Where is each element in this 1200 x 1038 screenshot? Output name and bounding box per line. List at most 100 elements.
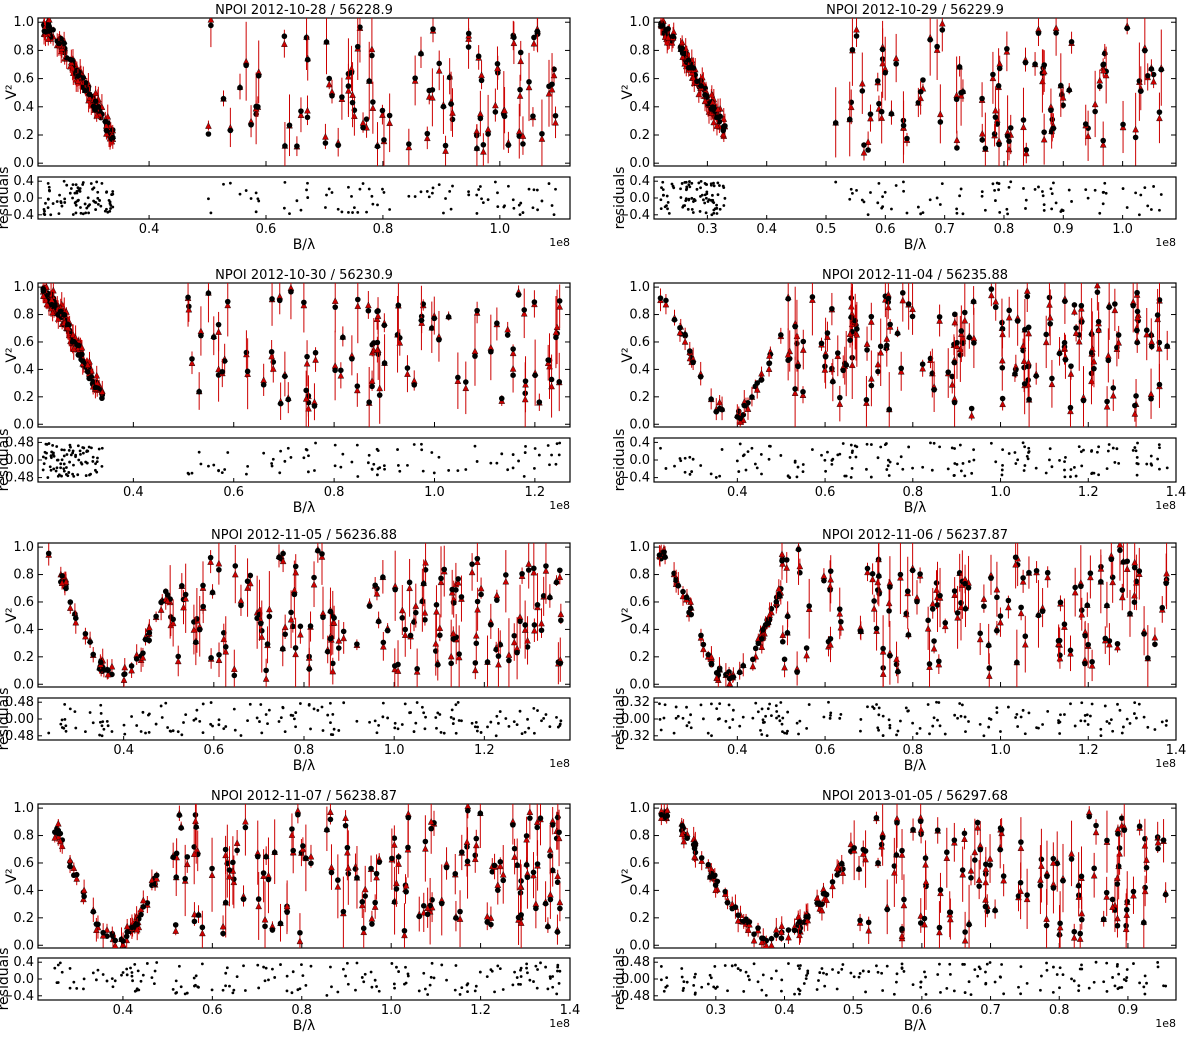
residual-point <box>1059 713 1062 717</box>
data-point <box>1018 604 1024 611</box>
residual-point <box>69 445 72 449</box>
residual-point <box>688 185 692 189</box>
residual-point <box>111 205 115 209</box>
residual-point <box>926 703 930 706</box>
data-point <box>754 380 761 386</box>
residual-point <box>422 711 426 715</box>
data-point <box>395 661 401 668</box>
data-point <box>500 877 507 884</box>
residual-point <box>756 710 760 714</box>
residual-point <box>1006 212 1009 216</box>
data-point <box>806 603 812 609</box>
residual-point <box>1099 734 1103 737</box>
residual-point <box>702 198 705 202</box>
y-axis-label: V² <box>4 607 20 622</box>
data-point <box>1012 371 1018 377</box>
data-point <box>734 414 741 420</box>
data-point <box>755 640 762 647</box>
data-point <box>531 299 538 305</box>
residual-point <box>255 716 259 720</box>
residual-point <box>885 468 889 471</box>
residual-point <box>57 473 61 477</box>
data-point <box>315 547 321 554</box>
model-point <box>509 365 517 372</box>
data-point <box>792 323 798 330</box>
data-point <box>474 598 481 605</box>
data-point <box>406 579 413 586</box>
model-point <box>66 604 74 611</box>
data-point <box>829 305 835 312</box>
model-point <box>992 297 1000 305</box>
data-point <box>1061 621 1068 628</box>
data-point <box>1026 569 1032 576</box>
data-point <box>784 613 791 620</box>
residual-point <box>1153 728 1157 731</box>
residual-point <box>377 724 381 727</box>
data-point <box>1078 302 1085 309</box>
y-tick-label: 0.0 <box>629 156 650 171</box>
y-tick-label: 0.0 <box>13 156 34 171</box>
residual-point <box>738 442 742 446</box>
residual-point <box>544 713 548 716</box>
residual-point <box>1090 702 1094 706</box>
data-point <box>365 307 372 314</box>
data-point <box>304 353 310 360</box>
data-point <box>884 342 890 349</box>
data-point <box>226 867 233 873</box>
residual-point <box>507 724 511 728</box>
data-point <box>324 648 331 655</box>
residual-point <box>894 184 898 187</box>
data-point <box>830 378 836 385</box>
residual-point <box>91 721 95 725</box>
data-point <box>254 853 261 860</box>
residual-point <box>710 213 714 217</box>
model-point <box>961 316 969 324</box>
residual-point <box>46 476 50 479</box>
data-point <box>917 571 923 577</box>
model-point <box>521 626 529 633</box>
residual-point <box>1069 475 1072 479</box>
model-point <box>472 666 479 674</box>
residual-point <box>373 719 377 723</box>
data-point <box>220 630 227 636</box>
residual-point <box>294 711 298 714</box>
data-point <box>785 357 791 364</box>
residual-point <box>517 459 520 463</box>
data-point <box>1082 632 1089 639</box>
y-tick-label: 1.0 <box>13 540 34 555</box>
residual-point <box>517 203 521 207</box>
data-point <box>453 915 459 921</box>
model-point <box>312 356 319 363</box>
model-point <box>516 92 524 99</box>
residual-point <box>786 710 790 714</box>
residual-point <box>849 476 853 479</box>
residual-point <box>888 723 892 727</box>
residual-point <box>427 195 431 199</box>
data-point <box>386 112 393 119</box>
data-point <box>374 339 381 346</box>
residual-point <box>728 726 732 729</box>
residual-point <box>313 469 316 472</box>
residual-point <box>932 441 936 445</box>
y-tick-label: 1.0 <box>13 280 34 295</box>
residual-point <box>264 713 268 716</box>
data-point <box>319 551 325 557</box>
residual-point <box>511 466 515 470</box>
residual-point <box>393 721 397 725</box>
residual-point <box>477 188 481 191</box>
residual-point <box>500 452 504 456</box>
data-point <box>859 88 866 94</box>
data-point <box>286 122 293 129</box>
data-point <box>179 583 185 589</box>
data-point <box>436 336 442 343</box>
model-point <box>104 670 112 678</box>
residual-point <box>661 180 665 184</box>
model-point <box>546 846 554 853</box>
residual-point <box>982 734 986 738</box>
data-point <box>979 137 986 143</box>
residual-point <box>1073 724 1077 728</box>
data-point <box>348 69 355 76</box>
residual-point <box>355 443 359 447</box>
model-point <box>398 606 406 614</box>
residual-point <box>994 199 997 202</box>
